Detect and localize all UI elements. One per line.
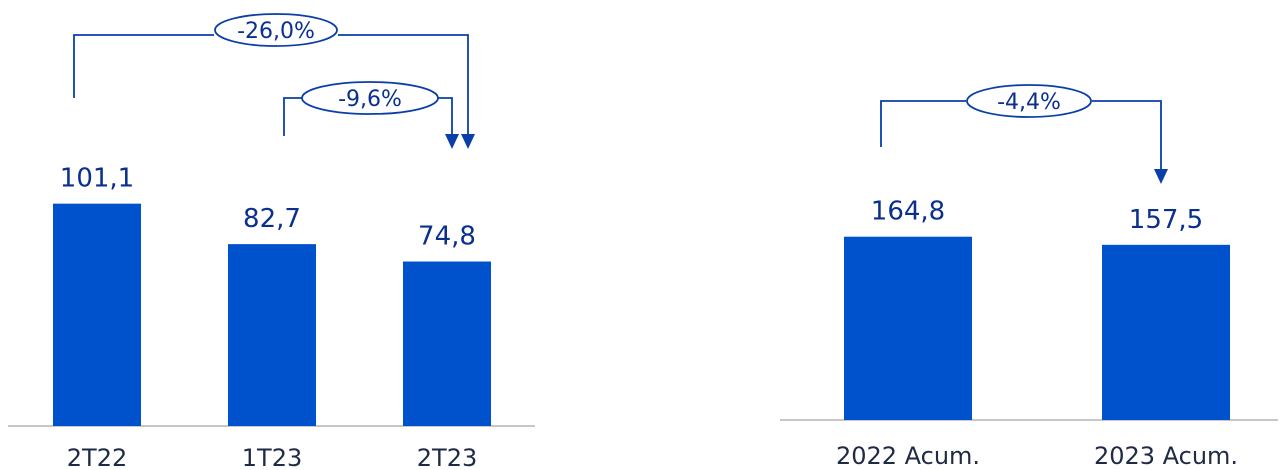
value-label-2t22: 101,1 — [60, 164, 134, 194]
chart-quarterly: 101,1 82,7 74,8 2T22 1T23 2T23 -26,0% -9… — [8, 13, 535, 470]
bar-2t22 — [53, 203, 141, 426]
category-label-2t23: 2T23 — [417, 444, 477, 470]
value-label-2023-acum: 157,5 — [1129, 205, 1203, 235]
bar-2023-acum — [1102, 244, 1230, 420]
chart-accumulated: 164,8 157,5 2022 Acum. 2023 Acum. -4,4% — [780, 84, 1278, 470]
change-label-4-4: -4,4% — [997, 90, 1061, 115]
change-connector-26 — [73, 34, 469, 135]
category-label-2023-acum: 2023 Acum. — [1094, 442, 1238, 470]
change-connector-4-4 — [880, 100, 1162, 170]
value-label-1t23: 82,7 — [243, 204, 301, 234]
change-label-26: -26,0% — [237, 19, 315, 44]
arrow-head-icon — [445, 134, 459, 149]
arrow-head-icon — [461, 134, 475, 149]
bar-2t23 — [403, 261, 491, 426]
category-label-2022-acum: 2022 Acum. — [836, 442, 980, 470]
value-label-2t23: 74,8 — [418, 222, 476, 252]
change-label-9-6: -9,6% — [338, 87, 402, 112]
change-badge-26 — [214, 13, 338, 47]
bar-1t23 — [228, 244, 316, 426]
bar-2022-acum — [844, 236, 972, 420]
change-badge-4-4 — [966, 84, 1092, 118]
category-label-2t22: 2T22 — [67, 444, 127, 470]
change-badge-9-6 — [301, 81, 439, 115]
value-label-2022-acum: 164,8 — [871, 197, 945, 227]
change-connector-9-6 — [283, 97, 453, 136]
arrow-head-icon — [1154, 169, 1168, 184]
category-label-1t23: 1T23 — [242, 444, 302, 470]
